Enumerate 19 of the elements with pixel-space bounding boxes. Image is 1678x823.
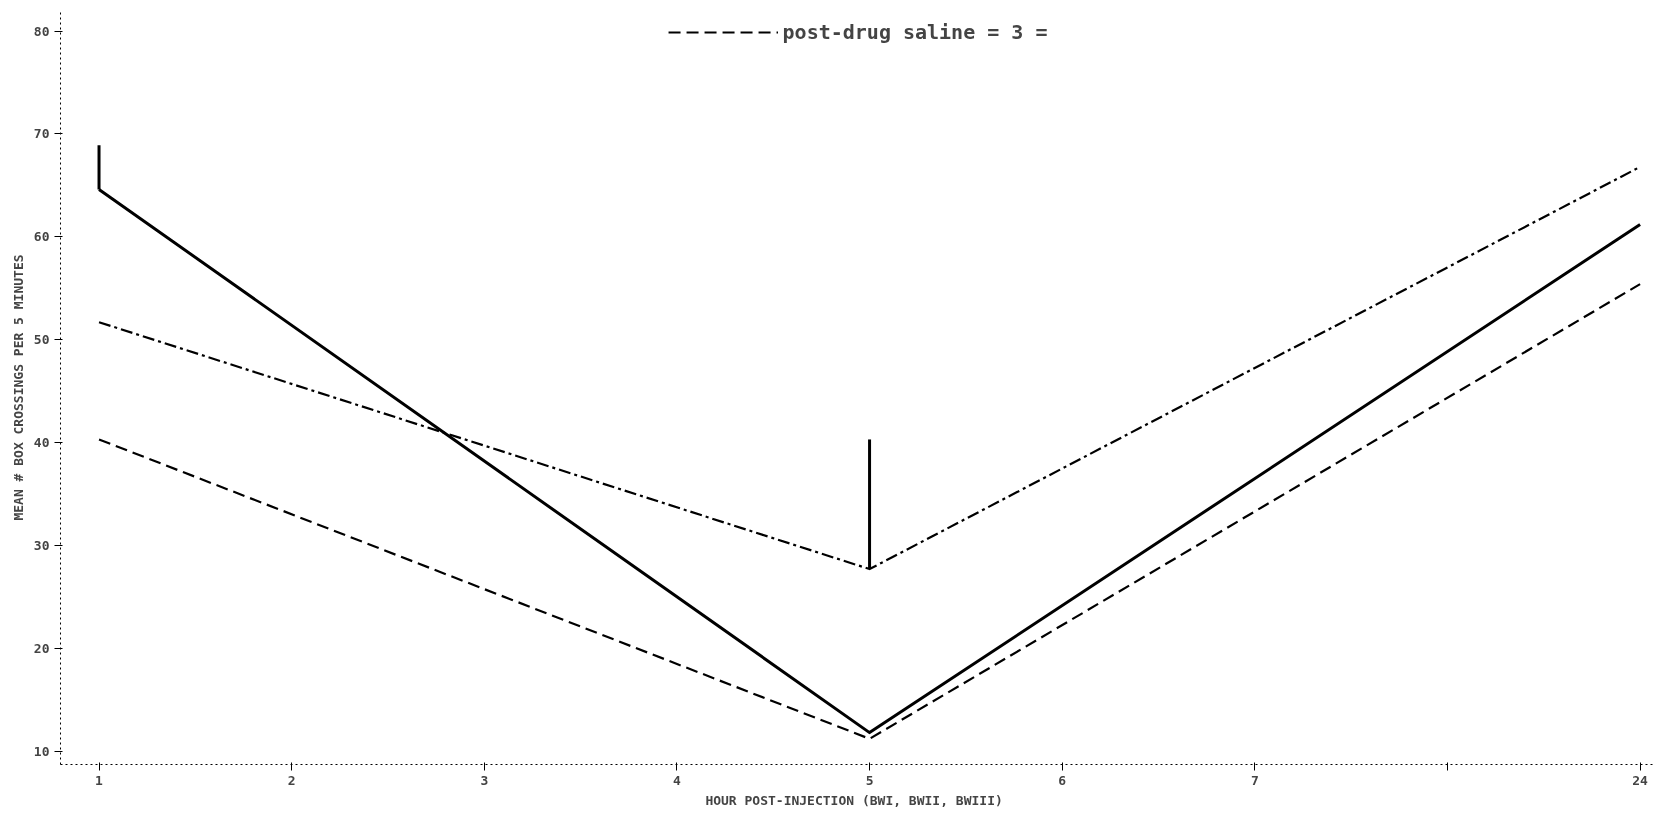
- x-tick-label: 4: [673, 772, 682, 788]
- text: post-drug saline = 3 =: [782, 20, 1048, 44]
- x-tick-label: 2: [287, 772, 296, 788]
- y-tick-label: 10: [33, 743, 50, 759]
- x-tick-label: 5: [865, 772, 874, 788]
- y-tick-label: 50: [33, 332, 50, 348]
- y-tick-label: 80: [33, 23, 50, 39]
- y-tick-label: 20: [33, 640, 50, 656]
- x-tick-label: 6: [1058, 772, 1067, 788]
- y-tick-label: 70: [33, 126, 50, 142]
- x-tick-label: 3: [480, 772, 489, 788]
- y-tick-label: 60: [33, 229, 50, 245]
- x-tick-label: 7: [1250, 772, 1259, 788]
- x-axis-title: HOUR POST-INJECTION (BWI, BWII, BWIII): [705, 792, 1003, 808]
- x-tick-label: 1: [95, 772, 104, 788]
- x-tick-label: 24: [1632, 772, 1649, 788]
- y-axis-title: MEAN # BOX CROSSINGS PER 5 MINUTES: [10, 254, 26, 521]
- y-tick-label: 30: [33, 537, 50, 553]
- y-tick-label: 40: [33, 435, 50, 451]
